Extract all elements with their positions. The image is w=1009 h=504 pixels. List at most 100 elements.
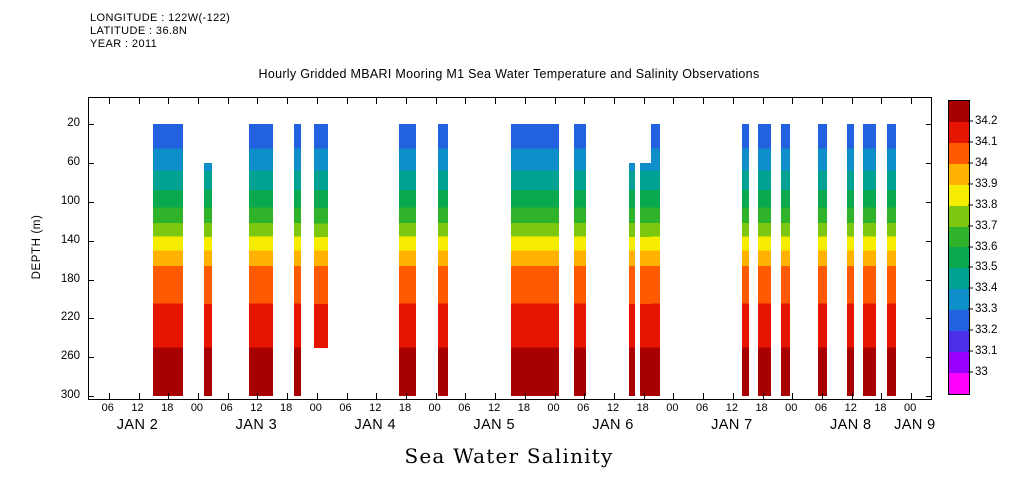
x-tick-mark bbox=[257, 98, 259, 104]
x-tick-mark bbox=[881, 393, 883, 399]
x-tick-mark bbox=[168, 393, 170, 399]
colorbar-band bbox=[949, 352, 969, 373]
y-tick-mark bbox=[926, 279, 931, 281]
colorbar-tick-labels: 34.2 34.1 34 33.9 33.8 33.7 33.6 33.5 33.4 33.3 33… bbox=[968, 100, 1009, 393]
colorbar bbox=[948, 100, 970, 395]
hour-tick-label: 12 bbox=[725, 402, 738, 414]
colorbar-tick-mark bbox=[968, 246, 973, 247]
day-label: JAN 8 bbox=[830, 417, 872, 433]
x-tick-mark bbox=[703, 393, 705, 399]
x-tick-mark bbox=[376, 393, 378, 399]
hour-tick-label: 00 bbox=[666, 402, 679, 414]
hour-tick-label: 12 bbox=[844, 402, 857, 414]
y-tick-mark bbox=[926, 396, 931, 398]
x-tick-mark bbox=[792, 393, 794, 399]
x-tick-mark bbox=[851, 98, 853, 104]
data-column bbox=[887, 124, 896, 397]
hour-tick-label: 12 bbox=[250, 402, 263, 414]
colorbar-tick-mark bbox=[968, 371, 973, 373]
data-column bbox=[862, 124, 877, 397]
data-column bbox=[650, 124, 660, 397]
day-label: JAN 4 bbox=[354, 417, 397, 433]
data-column bbox=[818, 124, 827, 397]
x-tick-mark bbox=[495, 393, 497, 399]
hour-tick-label: 18 bbox=[161, 402, 174, 414]
depth-tick-label: 220 bbox=[60, 311, 80, 324]
y-tick-mark bbox=[89, 163, 94, 165]
x-tick-mark bbox=[643, 98, 645, 104]
x-tick-mark bbox=[465, 98, 467, 104]
x-tick-mark bbox=[762, 393, 764, 399]
x-tick-mark bbox=[316, 98, 318, 104]
data-column bbox=[846, 124, 854, 397]
x-tick-mark bbox=[762, 98, 764, 104]
x-tick-mark bbox=[287, 393, 289, 399]
x-tick-mark bbox=[376, 98, 378, 104]
x-tick-mark bbox=[703, 98, 705, 104]
x-tick-mark bbox=[524, 393, 526, 399]
data-column bbox=[639, 163, 651, 397]
colorbar-tick-mark bbox=[968, 204, 973, 206]
y-tick-mark bbox=[926, 357, 931, 359]
x-tick-mark bbox=[554, 393, 556, 399]
hour-tick-label: 18 bbox=[755, 402, 768, 414]
hour-tick-label: 06 bbox=[220, 402, 233, 414]
colorbar-tick-label: 33.6 bbox=[975, 240, 998, 253]
x-tick-mark bbox=[197, 98, 199, 104]
x-axis-day-labels: JAN 2 JAN 3 JAN 4 JAN 5 JAN 6 JAN 7 JAN 8 JAN 9 bbox=[88, 417, 935, 434]
x-tick-mark bbox=[911, 98, 913, 104]
day-label: JAN 3 bbox=[235, 417, 278, 433]
plot-area bbox=[88, 97, 932, 400]
x-tick-mark bbox=[732, 98, 734, 104]
data-column bbox=[510, 124, 559, 397]
x-tick-mark bbox=[584, 393, 586, 399]
colorbar-tick-label: 33.9 bbox=[975, 177, 998, 190]
x-tick-mark bbox=[822, 393, 823, 399]
x-tick-mark bbox=[732, 393, 734, 399]
x-tick-mark bbox=[673, 98, 675, 104]
colorbar-band bbox=[949, 142, 969, 164]
colorbar-band bbox=[949, 101, 969, 122]
colorbar-tick-mark bbox=[968, 287, 973, 289]
colorbar-tick-mark bbox=[968, 162, 973, 164]
x-tick-mark bbox=[227, 98, 229, 104]
colorbar-tick-label: 34.1 bbox=[975, 135, 998, 148]
x-axis-hour-labels: 06 12 18 00 06 12 18 00 06 12 18 00 06 12 18 00 06 12 18 00… bbox=[88, 402, 930, 415]
x-tick-mark bbox=[316, 393, 318, 399]
depth-tick-label: 60 bbox=[67, 156, 80, 169]
colorbar-band bbox=[949, 310, 969, 332]
colorbar-tick-mark bbox=[968, 308, 973, 310]
colorbar-tick-label: 33 bbox=[975, 366, 988, 379]
y-tick-mark bbox=[89, 318, 94, 320]
colorbar-band bbox=[949, 184, 969, 206]
metadata-longitude: LONGITUDE : 122W(-122) bbox=[90, 12, 231, 24]
colorbar-tick-label: 34 bbox=[975, 156, 988, 169]
colorbar-band bbox=[949, 205, 969, 227]
data-column bbox=[293, 124, 302, 397]
metadata-block: LONGITUDE : 122W(-122) LATITUDE : 36.8N … bbox=[90, 12, 230, 51]
data-column bbox=[573, 124, 586, 397]
data-column bbox=[152, 124, 184, 397]
x-tick-mark bbox=[822, 98, 823, 104]
colorbar-tick-mark bbox=[968, 141, 973, 143]
day-label: JAN 9 bbox=[894, 417, 936, 433]
colorbar-band bbox=[949, 289, 969, 311]
data-column bbox=[742, 124, 750, 397]
metadata-year: YEAR : 2011 bbox=[90, 38, 158, 50]
colorbar-band bbox=[949, 372, 969, 394]
x-tick-mark bbox=[138, 393, 140, 399]
x-tick-mark bbox=[613, 98, 615, 104]
y-tick-mark bbox=[89, 201, 94, 203]
colorbar-tick-label: 33.1 bbox=[975, 345, 998, 358]
colorbar-band bbox=[949, 163, 969, 185]
hour-tick-label: 18 bbox=[636, 402, 649, 414]
colorbar-tick-mark bbox=[968, 266, 973, 268]
data-column bbox=[437, 124, 448, 397]
colorbar-tick-label: 33.7 bbox=[975, 219, 998, 232]
chart-title: Hourly Gridded MBARI Mooring M1 Sea Wate… bbox=[258, 67, 760, 81]
day-label: JAN 7 bbox=[711, 417, 753, 433]
hour-tick-label: 18 bbox=[398, 402, 412, 414]
x-tick-mark bbox=[227, 393, 229, 399]
x-tick-mark bbox=[346, 393, 348, 399]
y-tick-mark bbox=[926, 318, 931, 320]
